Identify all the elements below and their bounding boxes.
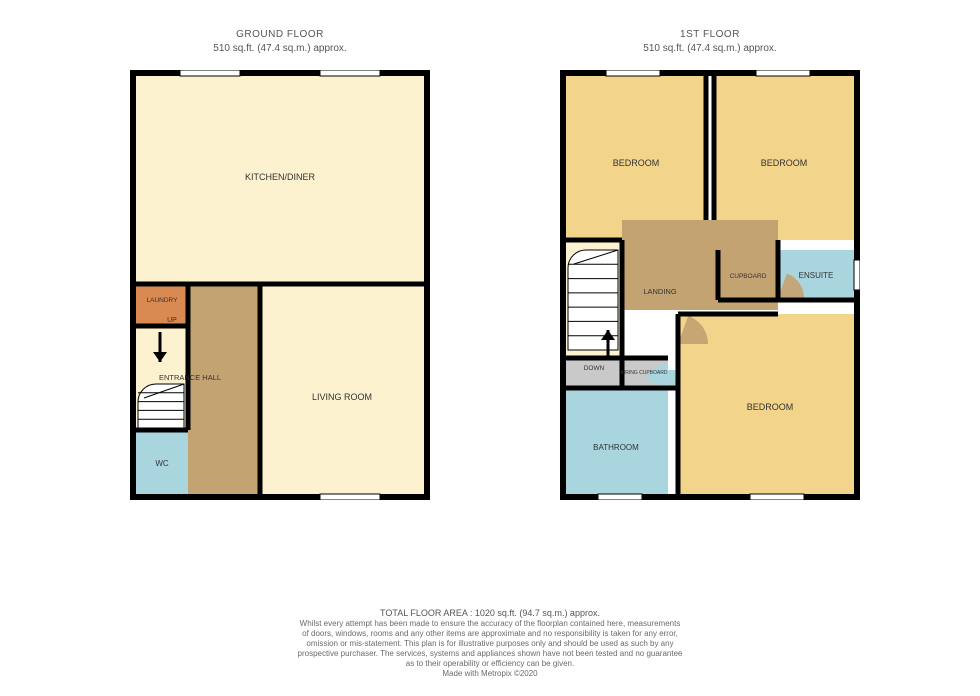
ground-floor-plan: KITCHEN/DINER LIVING ROOM ENTRANCE HALL UP W… — [130, 70, 430, 500]
svg-text:ENSUITE: ENSUITE — [799, 271, 834, 280]
svg-text:BATHROOM: BATHROOM — [593, 443, 639, 452]
svg-text:AIRING CUPBOARD: AIRING CUPBOARD — [621, 370, 668, 376]
first-floor-title: 1ST FLOOR — [560, 28, 860, 42]
disclaimer-line: as to their operability or efficiency ca… — [0, 659, 980, 669]
svg-text:LANDING: LANDING — [643, 287, 677, 296]
ground-floor-sub: 510 sq.ft. (47.4 sq.m.) approx. — [130, 42, 430, 56]
total-area: TOTAL FLOOR AREA : 1020 sq.ft. (94.7 sq.… — [0, 608, 980, 619]
svg-text:UP: UP — [167, 317, 177, 324]
disclaimer-line: prospective purchaser. The services, sys… — [0, 649, 980, 659]
svg-text:LAUNDRY: LAUNDRY — [147, 297, 179, 304]
first-floor-plan: BEDROOM BEDROOM ENSUITE CUPBOARD LANDING DOWN… — [560, 70, 860, 500]
disclaimer-line: Whilst every attempt has been made to en… — [0, 619, 980, 629]
first-floor-sub: 510 sq.ft. (47.4 sq.m.) approx. — [560, 42, 860, 56]
svg-text:LIVING ROOM: LIVING ROOM — [312, 392, 372, 402]
first-floor-header: 1ST FLOOR 510 sq.ft. (47.4 sq.m.) approx… — [560, 28, 860, 55]
svg-text:ENTRANCE HALL: ENTRANCE HALL — [159, 373, 221, 382]
disclaimer-line: of doors, windows, rooms and any other i… — [0, 629, 980, 639]
svg-text:WC: WC — [155, 459, 169, 468]
svg-text:BEDROOM: BEDROOM — [747, 402, 794, 412]
svg-text:BEDROOM: BEDROOM — [613, 158, 660, 168]
svg-text:KITCHEN/DINER: KITCHEN/DINER — [245, 172, 316, 182]
svg-text:DOWN: DOWN — [584, 365, 605, 372]
ground-floor-title: GROUND FLOOR — [130, 28, 430, 42]
made-with: Made with Metropix ©2020 — [0, 669, 980, 679]
footer: TOTAL FLOOR AREA : 1020 sq.ft. (94.7 sq.… — [0, 608, 980, 679]
svg-text:CUPBOARD: CUPBOARD — [730, 273, 767, 280]
disclaimer-line: omission or mis-statement. This plan is … — [0, 639, 980, 649]
floorplan-canvas: { "headers": { "ground": {"title":"GROUN… — [0, 0, 980, 696]
ground-floor-header: GROUND FLOOR 510 sq.ft. (47.4 sq.m.) app… — [130, 28, 430, 55]
svg-text:BEDROOM: BEDROOM — [761, 158, 808, 168]
